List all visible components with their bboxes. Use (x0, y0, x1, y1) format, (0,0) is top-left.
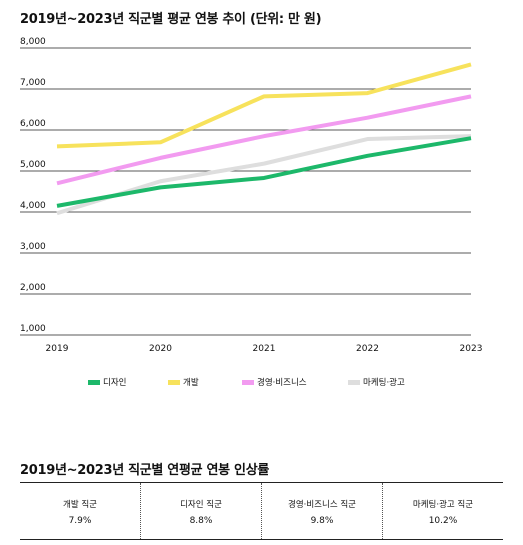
legend-label-business: 경영·비즈니스 (257, 378, 307, 388)
series-line-development (56, 62, 472, 149)
x-tick-label: 2019 (46, 344, 69, 354)
legend-item-business: 경영·비즈니스 (242, 376, 307, 388)
rate-value: 7.9% (68, 516, 92, 526)
x-axis-ticks: 2019 2020 2021 2022 2023 (46, 344, 483, 354)
rate-value: 8.8% (189, 516, 213, 526)
series-lines (56, 62, 472, 216)
y-tick-label: 4,000 (20, 201, 46, 211)
rate-name: 마케팅·광고 직군 (412, 500, 474, 510)
legend-item-marketing: 마케팅·광고 (348, 376, 405, 388)
rate-value: 9.8% (310, 516, 334, 526)
y-tick-label: 2,000 (20, 283, 46, 293)
x-tick-label: 2023 (460, 344, 483, 354)
legend: 디자인 개발 경영·비즈니스 마케팅·광고 (0, 376, 523, 390)
legend-swatch-development (168, 379, 180, 385)
table-title: 2019년~2023년 직군별 연평균 연봉 인상률 (20, 463, 270, 478)
legend-item-development: 개발 (168, 376, 199, 388)
y-tick-label: 6,000 (20, 119, 46, 129)
raise-rate-table: 개발 직군 7.9% 디자인 직군 8.8% 경영·비즈니스 직군 9.8% 마… (20, 482, 503, 540)
series-line-design (56, 136, 472, 208)
rate-name: 개발 직군 (63, 500, 97, 510)
y-tick-label: 1,000 (20, 324, 46, 334)
chart-title: 2019년~2023년 직군별 평균 연봉 추이 (단위: 만 원) (20, 12, 322, 27)
rate-cell-design: 디자인 직군 8.8% (140, 483, 261, 539)
legend-item-design: 디자인 (88, 376, 126, 388)
y-tick-label: 8,000 (20, 37, 46, 47)
rate-cell-marketing: 마케팅·광고 직군 10.2% (382, 483, 503, 539)
rate-value: 10.2% (428, 516, 458, 526)
line-chart: 1,000 2,000 3,000 4,000 5,000 6,000 7,000 8,000… (20, 37, 483, 354)
y-tick-label: 3,000 (20, 242, 46, 252)
x-tick-label: 2022 (356, 344, 379, 354)
grid-lines (20, 47, 471, 336)
x-tick-label: 2020 (149, 344, 172, 354)
legend-label-design: 디자인 (103, 378, 127, 388)
legend-label-marketing: 마케팅·광고 (363, 378, 405, 388)
rate-cell-development: 개발 직군 7.9% (20, 483, 140, 539)
legend-swatch-marketing (348, 379, 360, 385)
y-axis-ticks: 1,000 2,000 3,000 4,000 5,000 6,000 7,000 8,000 (20, 37, 46, 334)
y-tick-label: 5,000 (20, 160, 46, 170)
legend-swatch-design (88, 379, 100, 385)
x-tick-label: 2021 (253, 344, 276, 354)
rate-name: 경영·비즈니스 직군 (288, 500, 356, 510)
rate-cell-business: 경영·비즈니스 직군 9.8% (261, 483, 382, 539)
y-tick-label: 7,000 (20, 78, 46, 88)
series-line-business (56, 94, 472, 186)
legend-label-development: 개발 (183, 378, 199, 388)
rate-name: 디자인 직군 (180, 500, 222, 510)
legend-swatch-business (242, 379, 254, 385)
